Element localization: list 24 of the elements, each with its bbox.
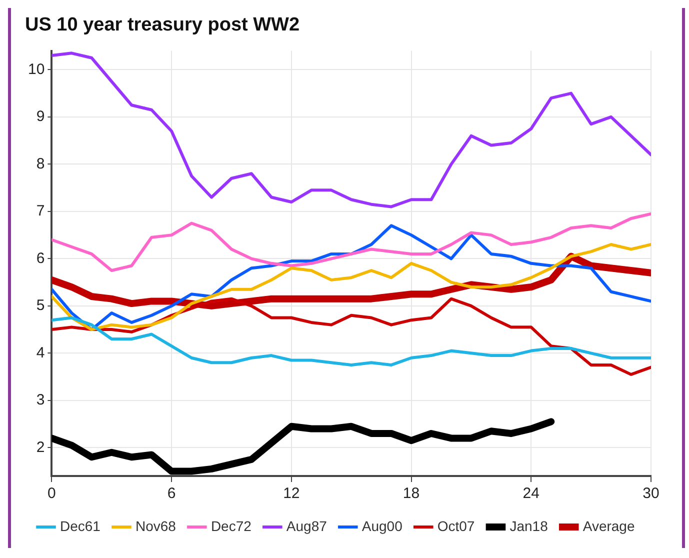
y-tick-label: 5 (36, 297, 45, 314)
y-tick-label: 2 (36, 438, 45, 456)
y-tick-label: 3 (36, 392, 45, 409)
y-tick-label: 10 (28, 60, 45, 78)
legend-label: Dec61 (60, 518, 101, 534)
x-tick-label: 6 (167, 485, 176, 502)
x-tick-label: 24 (522, 485, 540, 502)
x-tick-label: 30 (642, 485, 660, 502)
legend-label: Oct07 (437, 518, 475, 534)
legend-label: Aug87 (286, 518, 328, 534)
legend-label: Jan18 (510, 518, 548, 534)
y-tick-label: 8 (36, 155, 45, 172)
chart-title: US 10 year treasury post WW2 (25, 14, 300, 36)
legend-label: Nov68 (135, 518, 176, 534)
legend-label: Aug00 (362, 518, 403, 534)
y-tick-label: 7 (36, 202, 45, 220)
y-tick-label: 6 (36, 250, 45, 267)
legend-label: Dec72 (210, 518, 252, 534)
y-tick-label: 4 (36, 344, 45, 362)
x-tick-label: 0 (48, 485, 56, 502)
x-tick-label: 12 (283, 485, 300, 502)
x-tick-label: 18 (402, 485, 420, 502)
legend-label: Average (582, 518, 635, 534)
y-tick-label: 9 (36, 108, 45, 126)
